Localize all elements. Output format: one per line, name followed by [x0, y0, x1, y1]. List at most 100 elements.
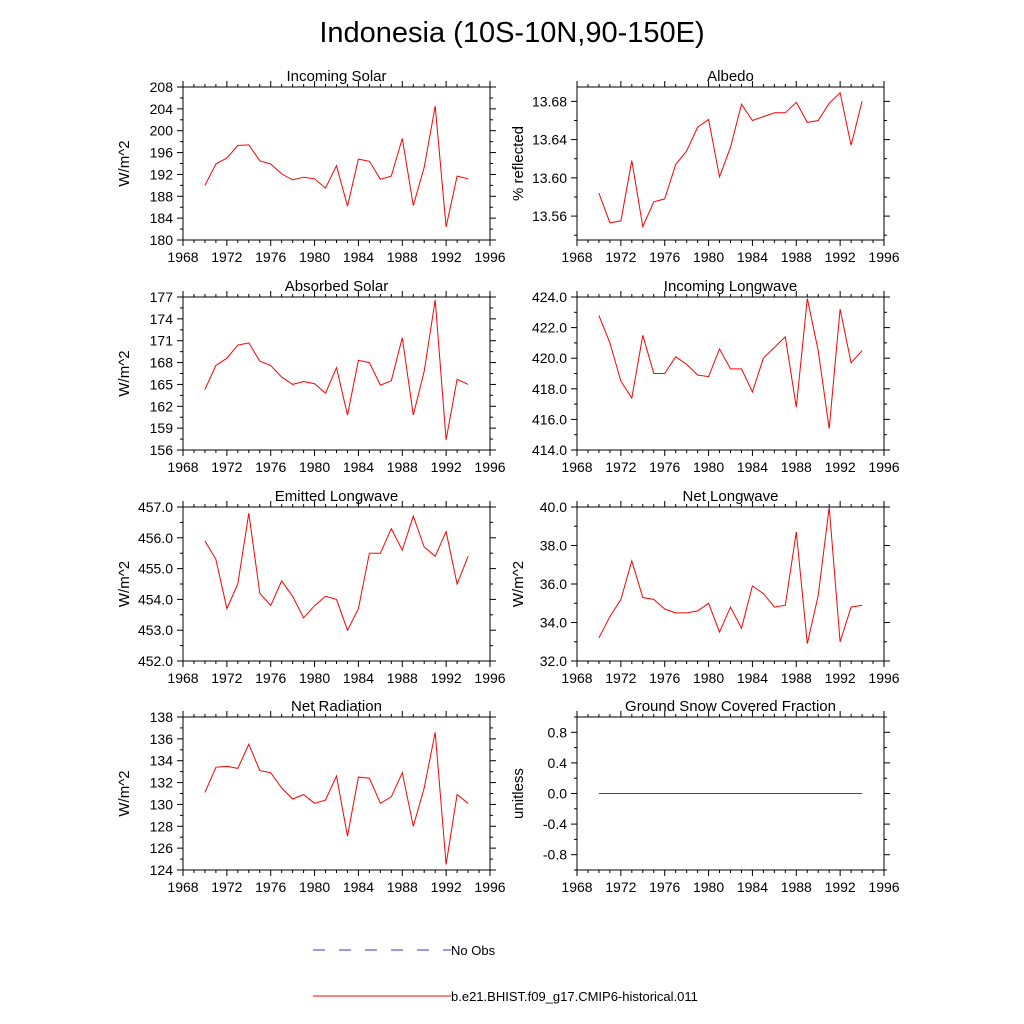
panel-title: Net Longwave [683, 488, 779, 505]
y-tick-label: 418.0 [532, 381, 567, 397]
x-tick-label: 1968 [167, 249, 198, 265]
y-tick-label: 32.0 [540, 653, 567, 669]
x-tick-label: 1980 [693, 670, 724, 686]
x-tick-label: 1980 [299, 459, 330, 475]
y-tick-label: 13.60 [532, 170, 567, 186]
x-tick-label: 1972 [211, 670, 242, 686]
x-tick-label: 1988 [781, 879, 812, 895]
x-tick-label: 1988 [781, 249, 812, 265]
panel-7: Net Radiation 1968 1972 1976 1980 1984 1988 199… [116, 698, 506, 895]
x-tick-label: 1968 [561, 459, 592, 475]
y-tick-label: 424.0 [532, 289, 567, 305]
y-tick-label: 0.8 [548, 724, 568, 740]
plot-frame [576, 86, 885, 241]
y-axis-label: W/m^2 [116, 561, 133, 607]
y-tick-label: 420.0 [532, 350, 567, 366]
series-line [598, 298, 863, 429]
x-tick-label: 1984 [343, 879, 374, 895]
y-tick-label: -0.8 [543, 847, 567, 863]
x-tick-label: 1992 [431, 249, 462, 265]
x-tick-label: 1972 [211, 459, 242, 475]
y-tick-label: 159 [150, 420, 174, 436]
y-tick-label: 162 [150, 398, 174, 414]
y-tick-label: 452.0 [138, 653, 173, 669]
x-tick-label: 1976 [255, 879, 286, 895]
x-tick-label: 1984 [343, 249, 374, 265]
x-tick-label: 1996 [868, 670, 899, 686]
y-tick-label: 0.4 [548, 755, 568, 771]
y-axis-label: % reflected [510, 126, 527, 201]
y-tick-label: -0.4 [543, 816, 567, 832]
y-tick-label: 138 [150, 709, 174, 725]
y-tick-label: 126 [150, 840, 174, 856]
panel-title: Incoming Solar [286, 68, 386, 85]
panel-3: Absorbed Solar 1968 1972 1976 1980 1984 1988 19… [116, 278, 506, 475]
panel-title: Absorbed Solar [285, 278, 388, 295]
x-tick-label: 1996 [868, 249, 899, 265]
y-tick-label: 414.0 [532, 442, 567, 458]
x-tick-label: 1976 [255, 249, 286, 265]
series-line [598, 91, 863, 229]
x-tick-label: 1968 [167, 459, 198, 475]
x-tick-label: 1968 [561, 879, 592, 895]
x-tick-label: 1996 [868, 879, 899, 895]
legend: No Obs b.e21.BHIST.f09_g17.CMIP6-histori… [313, 943, 698, 1004]
x-tick-label: 1988 [387, 459, 418, 475]
x-tick-label: 1992 [825, 670, 856, 686]
plot-frame [576, 506, 885, 662]
y-tick-label: 171 [150, 333, 174, 349]
y-tick-label: 416.0 [532, 411, 567, 427]
x-tick-label: 1988 [387, 249, 418, 265]
panels: Incoming Solar 1968 1972 1976 1980 1984 1988 19… [116, 68, 900, 895]
x-tick-label: 1972 [211, 249, 242, 265]
x-tick-label: 1996 [474, 879, 505, 895]
x-tick-label: 1976 [649, 879, 680, 895]
panel-title: Albedo [707, 68, 754, 85]
y-tick-label: 455.0 [138, 561, 173, 577]
y-tick-label: 454.0 [138, 591, 173, 607]
x-tick-label: 1984 [737, 879, 768, 895]
panel-title: Emitted Longwave [275, 488, 398, 505]
x-tick-label: 1996 [474, 249, 505, 265]
y-tick-label: 196 [150, 145, 174, 161]
y-tick-label: 204 [150, 101, 174, 117]
x-tick-label: 1992 [825, 249, 856, 265]
y-tick-label: 124 [150, 862, 174, 878]
y-tick-label: 136 [150, 731, 174, 747]
y-tick-label: 457.0 [138, 499, 173, 515]
x-tick-label: 1984 [343, 459, 374, 475]
x-tick-label: 1976 [649, 670, 680, 686]
y-axis-label: W/m^2 [116, 350, 133, 396]
x-tick-label: 1988 [387, 879, 418, 895]
x-tick-label: 1980 [299, 249, 330, 265]
y-axis-label: W/m^2 [116, 140, 133, 186]
x-tick-label: 1968 [561, 249, 592, 265]
x-tick-label: 1968 [167, 879, 198, 895]
legend-item-model: b.e21.BHIST.f09_g17.CMIP6-historical.011 [313, 989, 698, 1004]
y-tick-label: 13.56 [532, 208, 567, 224]
x-tick-label: 1992 [431, 879, 462, 895]
x-tick-label: 1976 [649, 249, 680, 265]
series-line [598, 506, 863, 644]
x-tick-label: 1996 [474, 459, 505, 475]
x-tick-label: 1980 [299, 879, 330, 895]
x-tick-label: 1980 [693, 879, 724, 895]
x-tick-label: 1968 [561, 670, 592, 686]
series-line [204, 732, 469, 865]
y-tick-label: 134 [150, 753, 174, 769]
y-tick-label: 40.0 [540, 499, 567, 515]
panel-title: Incoming Longwave [664, 278, 797, 295]
panel-6: Net Longwave 1968 1972 1976 1980 1984 1988 1992… [510, 488, 900, 686]
x-tick-label: 1972 [605, 459, 636, 475]
y-tick-label: 156 [150, 442, 174, 458]
x-tick-label: 1980 [299, 670, 330, 686]
x-tick-label: 1992 [825, 459, 856, 475]
panel-5: Emitted Longwave 1968 1972 1976 1980 1984 1988… [116, 488, 506, 686]
series-line [204, 299, 469, 440]
y-tick-label: 192 [150, 166, 174, 182]
x-tick-label: 1992 [431, 670, 462, 686]
y-tick-label: 184 [150, 210, 174, 226]
plot-frame [182, 86, 491, 241]
y-tick-label: 128 [150, 818, 174, 834]
